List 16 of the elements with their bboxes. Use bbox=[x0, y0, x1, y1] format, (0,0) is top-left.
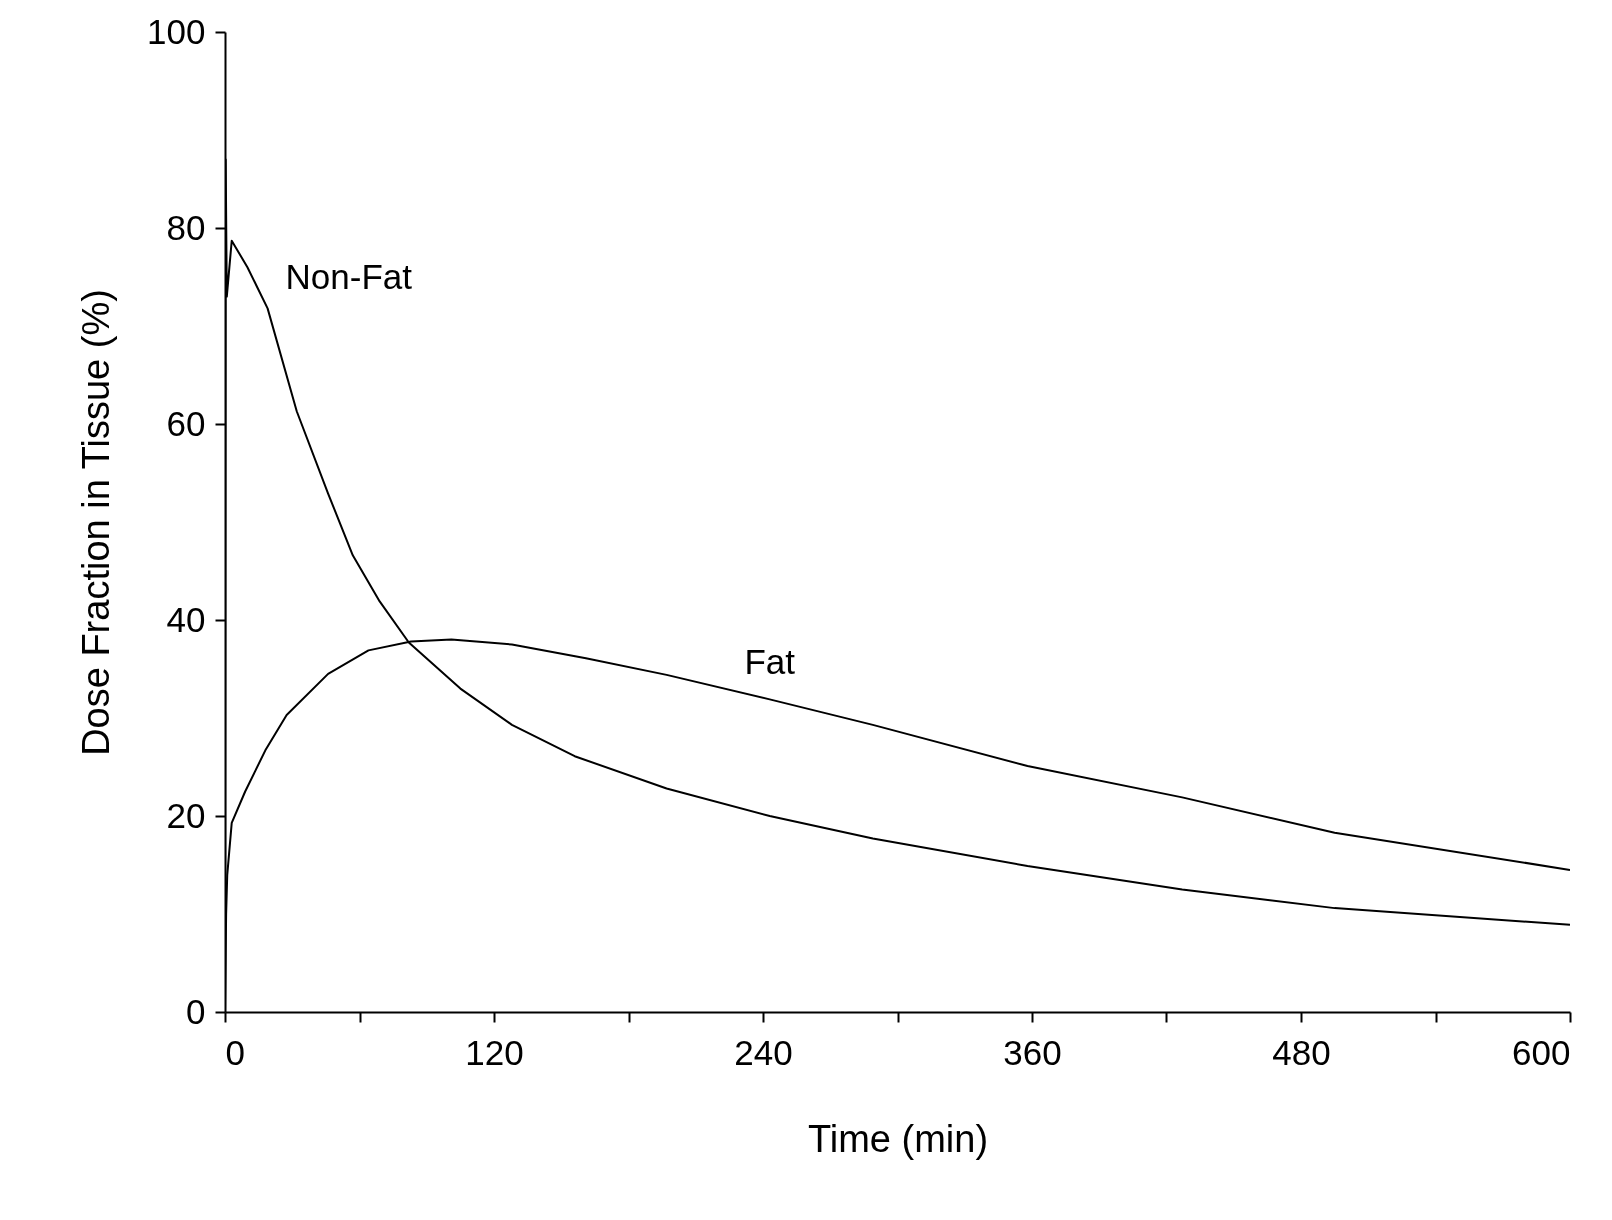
x-tick-label: 360 bbox=[1003, 1032, 1062, 1072]
y-tick-label: 80 bbox=[166, 207, 206, 247]
y-tick-label: 0 bbox=[186, 991, 206, 1031]
x-tick-label: 480 bbox=[1272, 1032, 1331, 1072]
series-label: Fat bbox=[744, 642, 796, 682]
y-tick-label: 40 bbox=[166, 599, 206, 639]
x-tick-label: 600 bbox=[1512, 1032, 1571, 1072]
y-tick-label: 20 bbox=[166, 795, 206, 835]
x-tick-label: 240 bbox=[734, 1032, 793, 1072]
y-tick-label: 100 bbox=[147, 11, 206, 51]
x-tick-label: 120 bbox=[465, 1032, 524, 1072]
x-axis-title: Time (min) bbox=[807, 1117, 989, 1160]
y-tick-label: 60 bbox=[166, 403, 206, 443]
series-label: Non-Fat bbox=[285, 257, 413, 297]
x-tick-label: 0 bbox=[225, 1032, 245, 1072]
y-axis-title: Dose Fraction in Tissue (%) bbox=[75, 289, 118, 756]
